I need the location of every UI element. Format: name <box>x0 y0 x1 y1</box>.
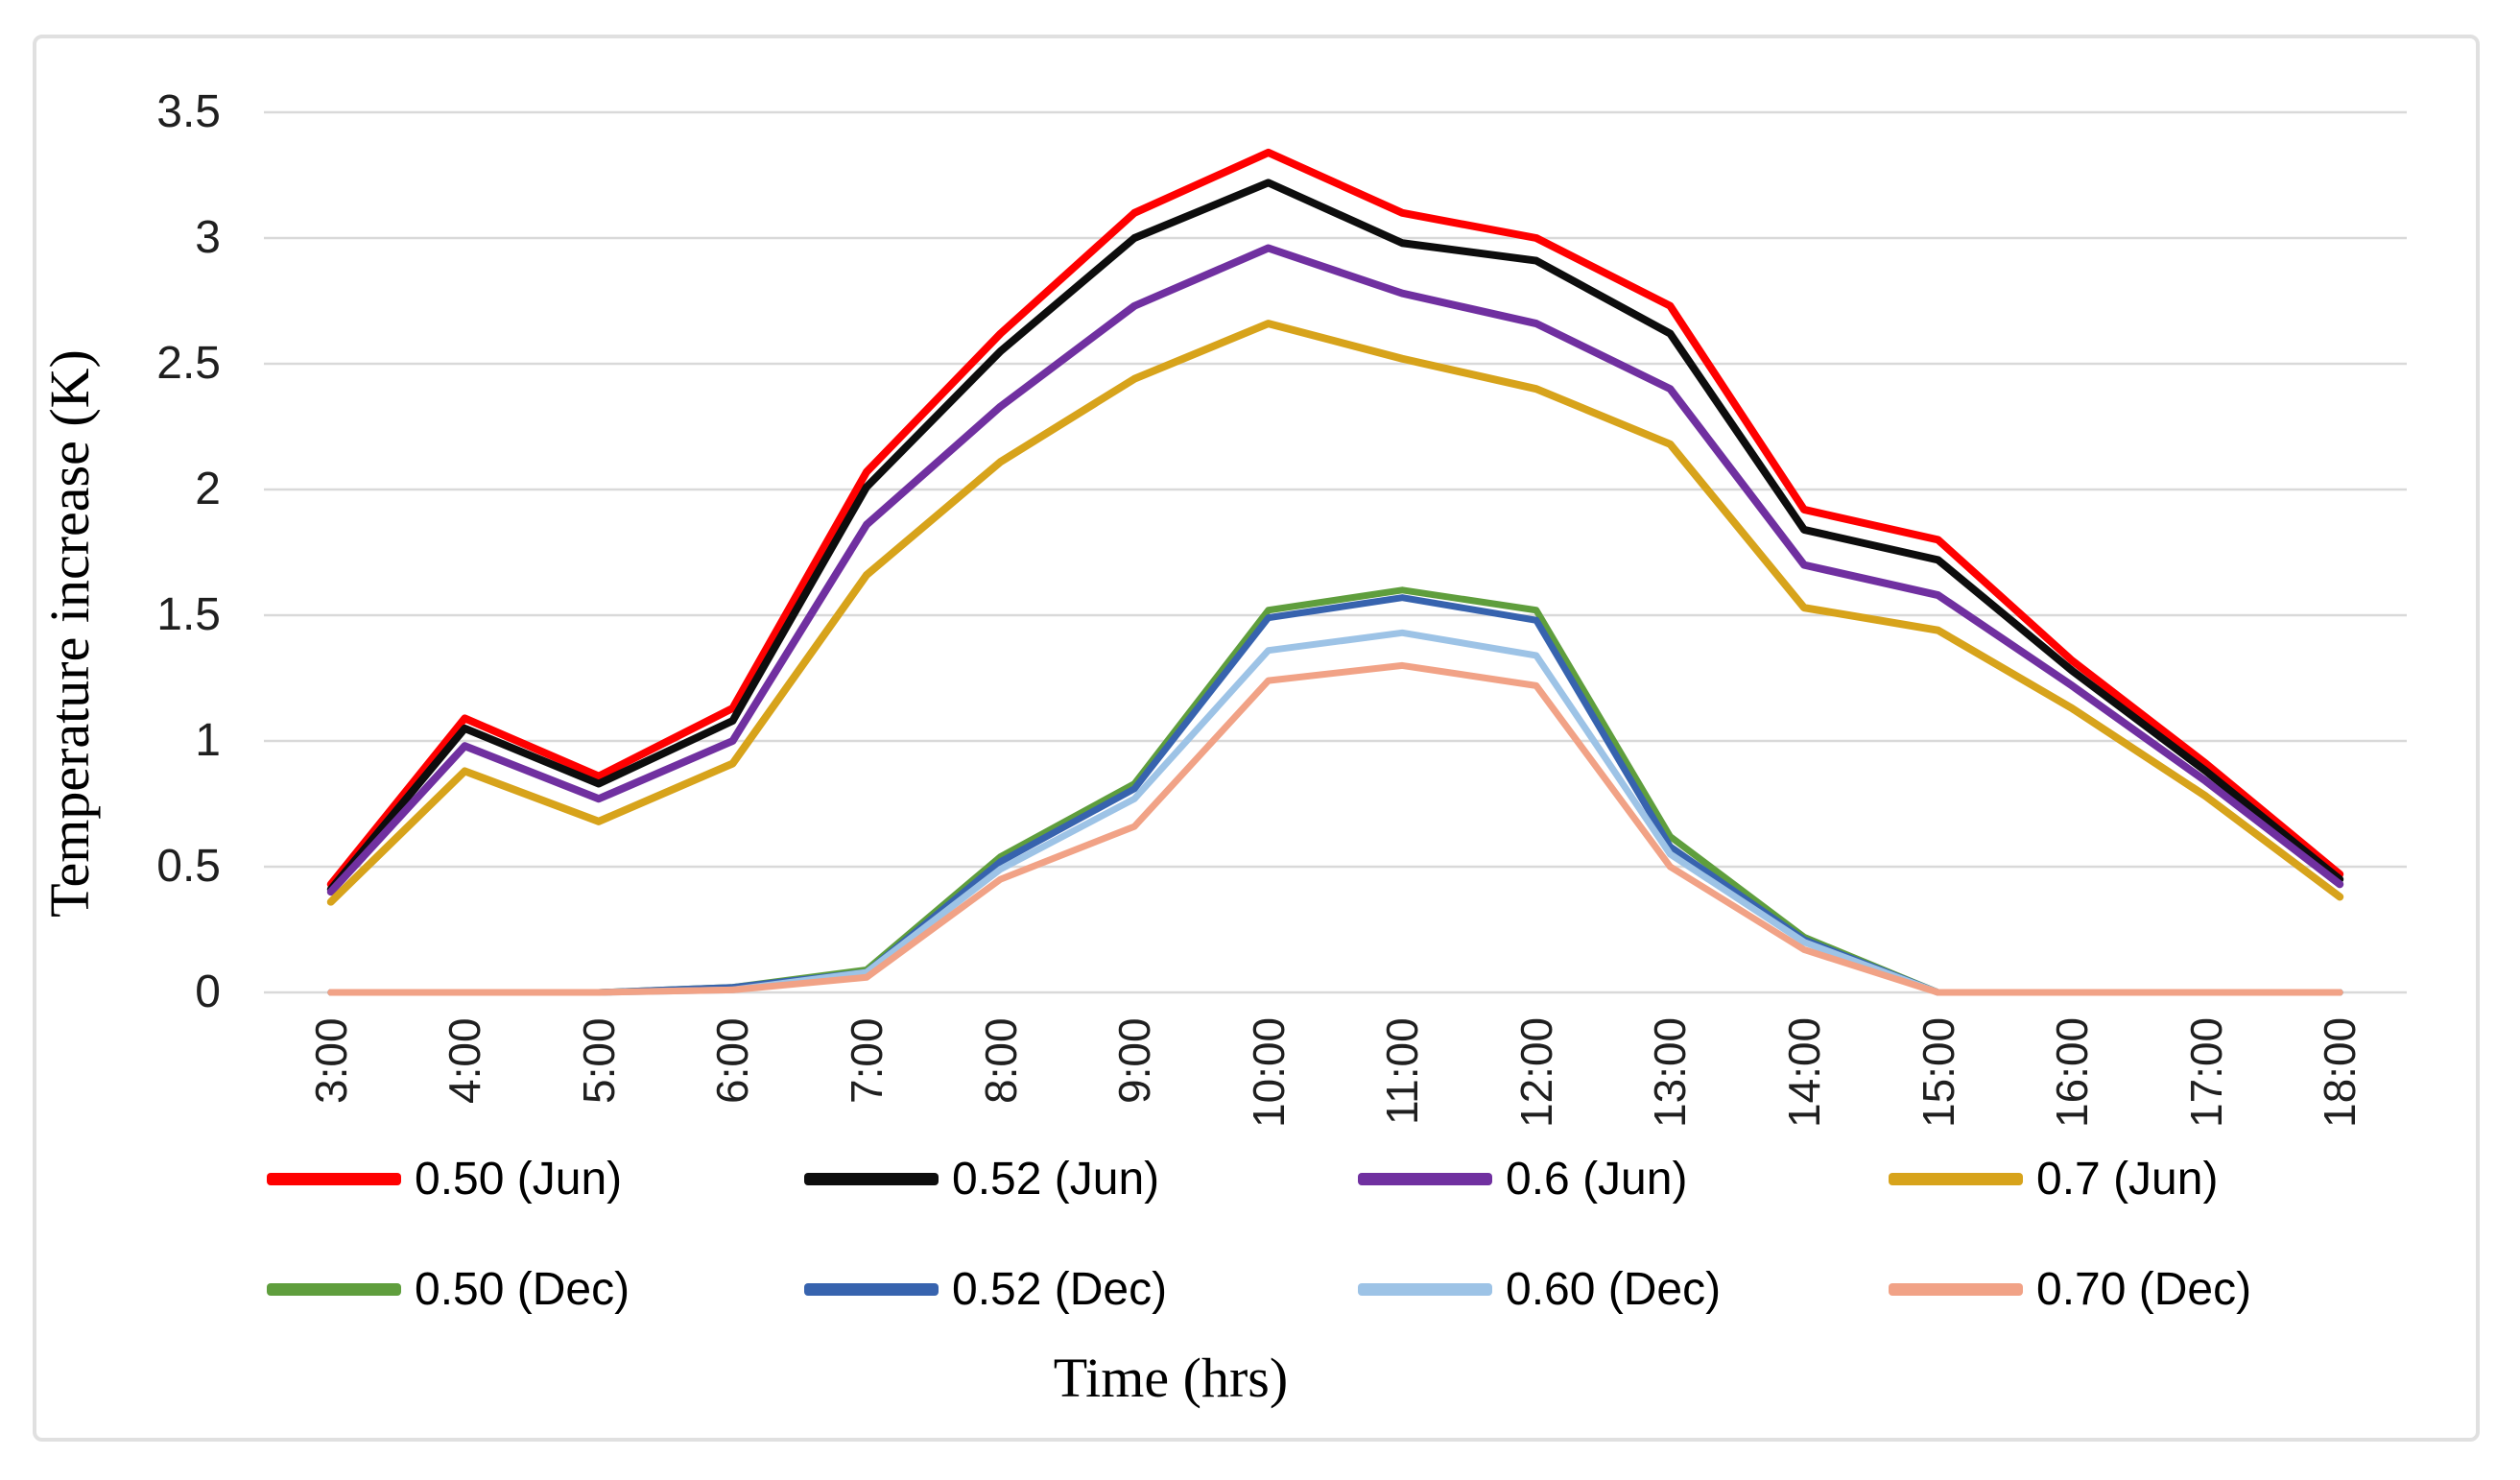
x-tick-label: 9:00 <box>1109 1017 1160 1104</box>
legend-label: 0.52 (Dec) <box>952 1263 1168 1315</box>
series-line-5 <box>327 594 2343 996</box>
legend-item: 0.50 (Dec) <box>267 1260 630 1318</box>
legend-item: 0.60 (Dec) <box>1358 1260 1721 1318</box>
x-tick-label: 4:00 <box>440 1017 490 1104</box>
x-tick-label: 16:00 <box>2047 1016 2098 1128</box>
y-axis-title: Temperature increase (K) <box>37 349 101 918</box>
legend-swatch-green-line <box>267 1282 401 1296</box>
x-tick-label: 6:00 <box>707 1017 758 1104</box>
legend-item: 0.52 (Dec) <box>804 1260 1167 1318</box>
y-tick-label: 3 <box>195 212 221 263</box>
legend-swatch-lightblue-line <box>1358 1282 1492 1296</box>
legend-swatch-black-line <box>804 1172 939 1185</box>
y-tick-label: 0.5 <box>156 841 221 892</box>
x-tick-label: 3:00 <box>305 1017 356 1104</box>
y-tick-label: 2 <box>195 464 221 514</box>
series-line-0 <box>326 148 2344 889</box>
x-tick-label: 18:00 <box>2315 1016 2365 1128</box>
x-tick-label: 12:00 <box>1510 1016 1561 1128</box>
y-tick-label: 3.5 <box>156 86 221 137</box>
x-tick-label: 5:00 <box>573 1017 624 1104</box>
x-tick-label: 8:00 <box>975 1017 1026 1104</box>
legend-item: 0.7 (Jun) <box>1889 1150 2218 1207</box>
chart-frame <box>33 35 2480 1442</box>
x-axis-title: Time (hrs) <box>1053 1347 1289 1409</box>
legend-label: 0.52 (Jun) <box>952 1153 1160 1205</box>
x-tick-label: 10:00 <box>1243 1016 1294 1128</box>
x-tick-label: 17:00 <box>2180 1016 2231 1128</box>
y-tick-label: 1 <box>195 715 221 766</box>
series-line-2 <box>326 244 2344 896</box>
y-tick-label: 0 <box>195 967 221 1017</box>
series-line-1 <box>326 179 2344 894</box>
legend-label: 0.60 (Dec) <box>1506 1263 1722 1315</box>
legend-swatch-blue-line <box>804 1282 939 1296</box>
x-tick-label: 11:00 <box>1377 1017 1428 1125</box>
series-line-4 <box>327 586 2343 996</box>
legend-label: 0.50 (Jun) <box>415 1153 623 1205</box>
legend-swatch-red-line <box>267 1172 401 1185</box>
y-tick-label: 1.5 <box>156 589 221 640</box>
legend-label: 0.70 (Dec) <box>2036 1263 2252 1315</box>
legend-label: 0.50 (Dec) <box>415 1263 630 1315</box>
x-tick-label: 13:00 <box>1645 1016 1696 1128</box>
legend-item: 0.52 (Jun) <box>804 1150 1159 1207</box>
x-tick-label: 14:00 <box>1778 1016 1829 1128</box>
legend-swatch-salmon-line <box>1889 1282 2023 1296</box>
legend-label: 0.7 (Jun) <box>2036 1153 2219 1205</box>
legend-item: 0.6 (Jun) <box>1358 1150 1687 1207</box>
y-tick-label: 2.5 <box>156 338 221 389</box>
legend-label: 0.6 (Jun) <box>1506 1153 1688 1205</box>
legend-swatch-purple-line <box>1358 1172 1492 1185</box>
legend-item: 0.70 (Dec) <box>1889 1260 2251 1318</box>
series-line-7 <box>327 661 2343 996</box>
x-tick-label: 7:00 <box>842 1017 892 1104</box>
legend-item: 0.50 (Jun) <box>267 1150 622 1207</box>
series-line-3 <box>326 320 2344 906</box>
legend-swatch-gold-line <box>1889 1172 2023 1185</box>
x-tick-label: 15:00 <box>1913 1016 1963 1128</box>
